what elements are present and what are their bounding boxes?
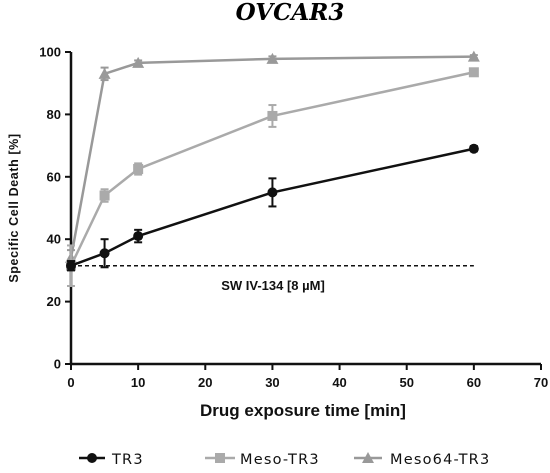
data-point <box>98 67 111 79</box>
x-axis-label: Drug exposure time [min] <box>200 401 406 420</box>
data-point <box>99 190 110 201</box>
legend-marker-circle <box>87 453 97 463</box>
y-tick-label: 100 <box>39 45 61 60</box>
legend-item-tr3: TR3 <box>79 452 144 468</box>
series-line <box>69 55 474 259</box>
x-tick-label: 50 <box>399 375 413 390</box>
legend-label-tr3: TR3 <box>111 452 144 468</box>
reference-line-label: SW IV-134 [8 µM] <box>221 278 325 293</box>
series-tr3 <box>66 143 479 272</box>
data-point <box>66 260 76 271</box>
data-point <box>133 231 144 242</box>
data-point <box>467 50 480 62</box>
x-tick-label: 10 <box>131 375 145 390</box>
legend: TR3 Meso-TR3 Meso64-TR3 <box>79 452 490 468</box>
data-point <box>468 67 479 78</box>
x-tick-label: 70 <box>534 375 548 390</box>
legend-label-meso-tr3: Meso-TR3 <box>240 452 320 468</box>
x-tick-label: 40 <box>332 375 346 390</box>
legend-marker-square <box>215 453 225 463</box>
axes: 0 20 40 60 80 100 0 10 20 30 40 50 60 70 <box>39 45 548 391</box>
data-point <box>132 56 145 68</box>
x-tick-label: 60 <box>467 375 481 390</box>
x-tick-label: 20 <box>198 375 212 390</box>
x-tick-label: 30 <box>265 375 279 390</box>
y-tick-label: 0 <box>54 357 61 372</box>
data-point <box>468 143 479 154</box>
data-point <box>267 187 278 198</box>
y-tick-label: 60 <box>47 169 61 184</box>
y-tick-label: 80 <box>47 107 61 122</box>
chart-title: OVCAR3 <box>236 0 345 26</box>
legend-label-meso64-tr3: Meso64-TR3 <box>390 452 490 468</box>
series-layer <box>65 50 480 287</box>
data-point <box>266 52 279 64</box>
legend-item-meso-tr3: Meso-TR3 <box>205 452 320 468</box>
x-ticks: 0 10 20 30 40 50 60 70 <box>67 364 548 390</box>
y-ticks: 0 20 40 60 80 100 <box>39 45 71 372</box>
series-line <box>69 71 475 267</box>
y-tick-label: 20 <box>47 294 61 309</box>
legend-marker-triangle <box>362 452 374 463</box>
series-meso64-tr3 <box>65 50 480 267</box>
data-point <box>133 164 144 174</box>
x-tick-label: 0 <box>67 375 74 390</box>
series-meso-tr3 <box>66 67 479 287</box>
y-axis-label: Specific Cell Death [%] <box>7 133 21 282</box>
data-point <box>267 110 278 121</box>
legend-item-meso64-tr3: Meso64-TR3 <box>354 452 490 468</box>
y-tick-label: 40 <box>47 232 61 247</box>
data-point <box>99 248 110 259</box>
